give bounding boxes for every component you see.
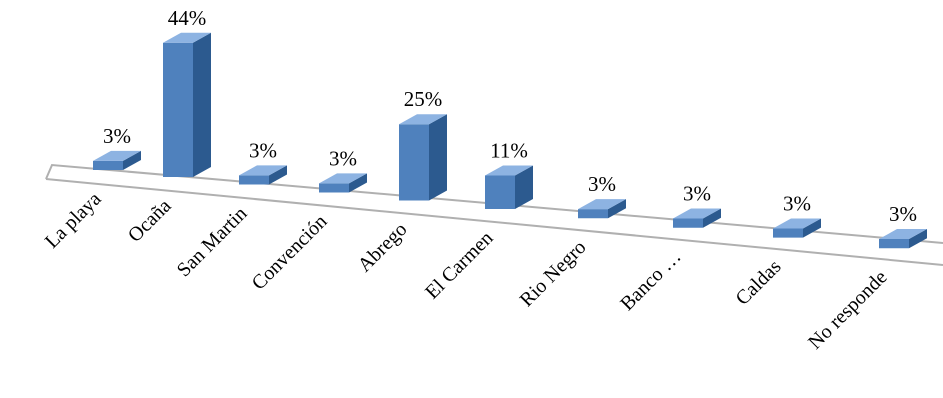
category-label: Abrego [354, 218, 412, 276]
bar-front [773, 228, 803, 238]
bar-side [269, 165, 287, 185]
bar-front [93, 160, 123, 170]
category-label: San Martin [173, 203, 252, 282]
data-label: 3% [329, 146, 357, 170]
bar-front [239, 175, 269, 185]
bar-group [93, 32, 927, 249]
floor-front-edge [45, 178, 943, 266]
floor-back-edge [45, 163, 943, 244]
bar-side [429, 114, 447, 201]
bar [239, 165, 287, 185]
bar-side [515, 165, 533, 210]
bar [399, 114, 447, 201]
category-label: Rio Negro [516, 236, 591, 311]
bar-top [485, 165, 533, 176]
bar-side [349, 173, 367, 193]
bar-side [703, 208, 721, 228]
bar-front [485, 175, 515, 210]
bar-front [163, 42, 193, 177]
bar-front [879, 239, 909, 249]
bar-front [578, 209, 608, 219]
category-label: La playa [41, 188, 106, 253]
data-label: 3% [249, 138, 277, 162]
data-label: 3% [588, 172, 616, 196]
data-label: 3% [889, 202, 917, 226]
bar-front [319, 183, 349, 193]
data-label: 25% [404, 87, 443, 111]
bar-top [319, 173, 367, 184]
bar-top [239, 165, 287, 176]
bar-top [879, 229, 927, 240]
data-label: 3% [783, 192, 811, 216]
category-label: Banco … [616, 246, 685, 315]
category-label: Convención [248, 210, 332, 294]
bar [673, 208, 721, 228]
bar-top [93, 150, 141, 161]
bar [773, 218, 821, 238]
bar-side [909, 229, 927, 249]
bar-side [803, 218, 821, 238]
data-label: 11% [490, 138, 528, 162]
bar-top [773, 218, 821, 229]
bar-side [193, 32, 211, 177]
data-label: 3% [103, 124, 131, 148]
bar-front [399, 124, 429, 201]
category-label: Ocaña [124, 195, 176, 247]
category-label: Caldas [731, 255, 785, 309]
bar-side [123, 150, 141, 170]
bar [879, 229, 927, 249]
bar [319, 173, 367, 193]
bar-top [673, 208, 721, 219]
bar-top [578, 199, 626, 210]
bar [578, 199, 626, 219]
category-label: El Carmen [421, 227, 497, 303]
data-label-group: 3% 44% 3% 3% 25% 11% 3% 3% 3% 3% [103, 6, 917, 226]
bar-side [608, 199, 626, 219]
bar-front [673, 218, 703, 228]
bar-top [399, 114, 447, 125]
category-label: No responde [804, 266, 892, 354]
data-label: 44% [168, 6, 207, 30]
bar [485, 165, 533, 210]
bar [163, 32, 211, 177]
chart-floor [45, 163, 943, 266]
bar-top [163, 32, 211, 43]
bar [93, 150, 141, 170]
data-label: 3% [683, 182, 711, 206]
